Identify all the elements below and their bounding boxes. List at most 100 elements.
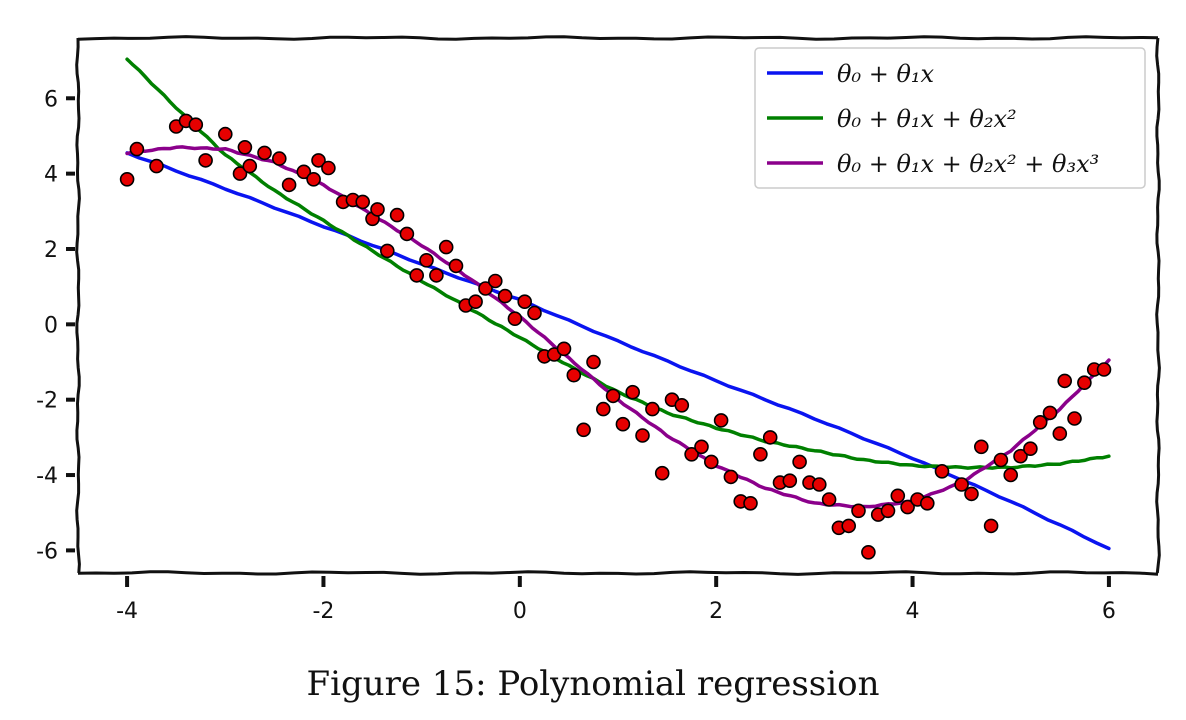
data-point — [257, 145, 272, 161]
data-point — [370, 202, 385, 217]
data-point — [556, 341, 572, 357]
data-point — [674, 397, 690, 413]
data-point — [129, 141, 145, 157]
data-point — [900, 499, 915, 515]
data-point — [811, 477, 827, 492]
data-point — [281, 177, 297, 193]
data-point — [389, 207, 405, 223]
data-point — [635, 428, 650, 443]
data-point — [694, 439, 709, 455]
x-tick-label: 6 — [1102, 599, 1116, 624]
data-point — [654, 465, 670, 481]
data-point — [149, 158, 164, 174]
figure-caption: Figure 15: Polynomial regression — [306, 664, 880, 704]
data-point — [198, 153, 213, 168]
data-point — [1032, 414, 1048, 430]
data-point — [1096, 362, 1112, 377]
data-point — [1013, 448, 1028, 464]
y-tick-label: 4 — [44, 163, 58, 188]
x-tick-label: 4 — [906, 599, 920, 624]
data-point — [321, 160, 336, 176]
frame-bottom — [77, 570, 1159, 576]
data-point — [409, 268, 425, 283]
data-point — [218, 126, 233, 142]
frame-right — [1155, 37, 1161, 574]
data-point — [993, 452, 1009, 468]
data-point — [723, 469, 739, 485]
data-points — [119, 113, 1112, 560]
data-point — [1023, 441, 1038, 457]
data-point — [527, 305, 542, 321]
x-tick-label: -2 — [312, 599, 334, 624]
data-point — [615, 416, 631, 432]
data-point — [586, 354, 601, 370]
data-point — [419, 252, 434, 268]
data-point — [468, 294, 483, 310]
data-point — [753, 446, 768, 462]
data-point — [497, 288, 513, 304]
data-point — [119, 172, 135, 187]
y-tick-label: -2 — [36, 389, 58, 414]
data-point — [983, 518, 999, 534]
plot-frame — [75, 35, 1161, 576]
data-point — [237, 140, 253, 155]
data-point — [429, 268, 444, 283]
data-point — [625, 384, 641, 400]
data-point — [438, 239, 454, 255]
x-tick-label: 2 — [709, 599, 723, 624]
frame-left — [75, 37, 81, 574]
data-point — [296, 164, 312, 180]
data-point — [880, 503, 896, 519]
data-point — [1052, 426, 1068, 441]
y-tick-label: 0 — [44, 313, 58, 338]
data-point — [861, 544, 876, 560]
data-point — [1077, 375, 1092, 391]
data-point — [890, 488, 906, 504]
data-point — [355, 194, 371, 210]
frame-top — [77, 35, 1159, 41]
data-point — [188, 117, 204, 132]
y-tick-label: 2 — [44, 238, 58, 263]
data-point — [782, 473, 798, 489]
y-tick-label: -6 — [36, 539, 58, 564]
legend: θ₀ + θ₁x θ₀ + θ₁x + θ₂x² θ₀ + θ₁x + θ₂x² +… — [754, 47, 1146, 189]
data-point — [379, 243, 395, 259]
data-point — [478, 281, 493, 296]
data-point — [703, 454, 719, 470]
y-tick-label: 6 — [44, 87, 58, 112]
x-tick-label: 0 — [513, 599, 527, 624]
data-point — [1057, 373, 1072, 389]
polynomial-regression-chart: -6 -4 -2 0 2 4 6 -4 -2 0 2 4 6 θ₀ + θ₁x θ₀ + θ₁x + θ… — [36, 35, 1161, 624]
data-point — [973, 439, 989, 455]
x-axis: -4 -2 0 2 4 6 — [116, 576, 1116, 624]
y-axis: -6 -4 -2 0 2 4 6 — [36, 87, 75, 564]
data-point — [605, 388, 621, 404]
data-point — [1003, 467, 1019, 483]
data-point — [792, 454, 807, 470]
data-point — [713, 413, 729, 428]
data-point — [448, 258, 464, 274]
series-line-3 — [125, 145, 1111, 509]
y-tick-label: -4 — [36, 464, 58, 489]
data-point — [645, 401, 660, 417]
data-point — [232, 166, 248, 181]
data-point — [311, 153, 326, 168]
data-point — [954, 477, 969, 492]
data-point — [242, 158, 258, 174]
data-point — [271, 151, 287, 166]
data-point — [517, 294, 533, 310]
data-point — [964, 486, 979, 502]
legend-label: θ₀ + θ₁x + θ₂x² — [837, 105, 1017, 133]
data-point — [851, 503, 866, 519]
legend-label: θ₀ + θ₁x — [837, 60, 935, 88]
data-point — [1042, 405, 1058, 421]
data-point — [399, 226, 415, 242]
data-point — [1067, 411, 1082, 426]
legend-box — [754, 47, 1146, 189]
data-point — [576, 422, 591, 438]
x-tick-label: -4 — [116, 599, 138, 624]
data-point — [919, 495, 935, 511]
data-point — [507, 311, 523, 327]
data-point — [762, 430, 778, 445]
data-point — [306, 172, 321, 187]
